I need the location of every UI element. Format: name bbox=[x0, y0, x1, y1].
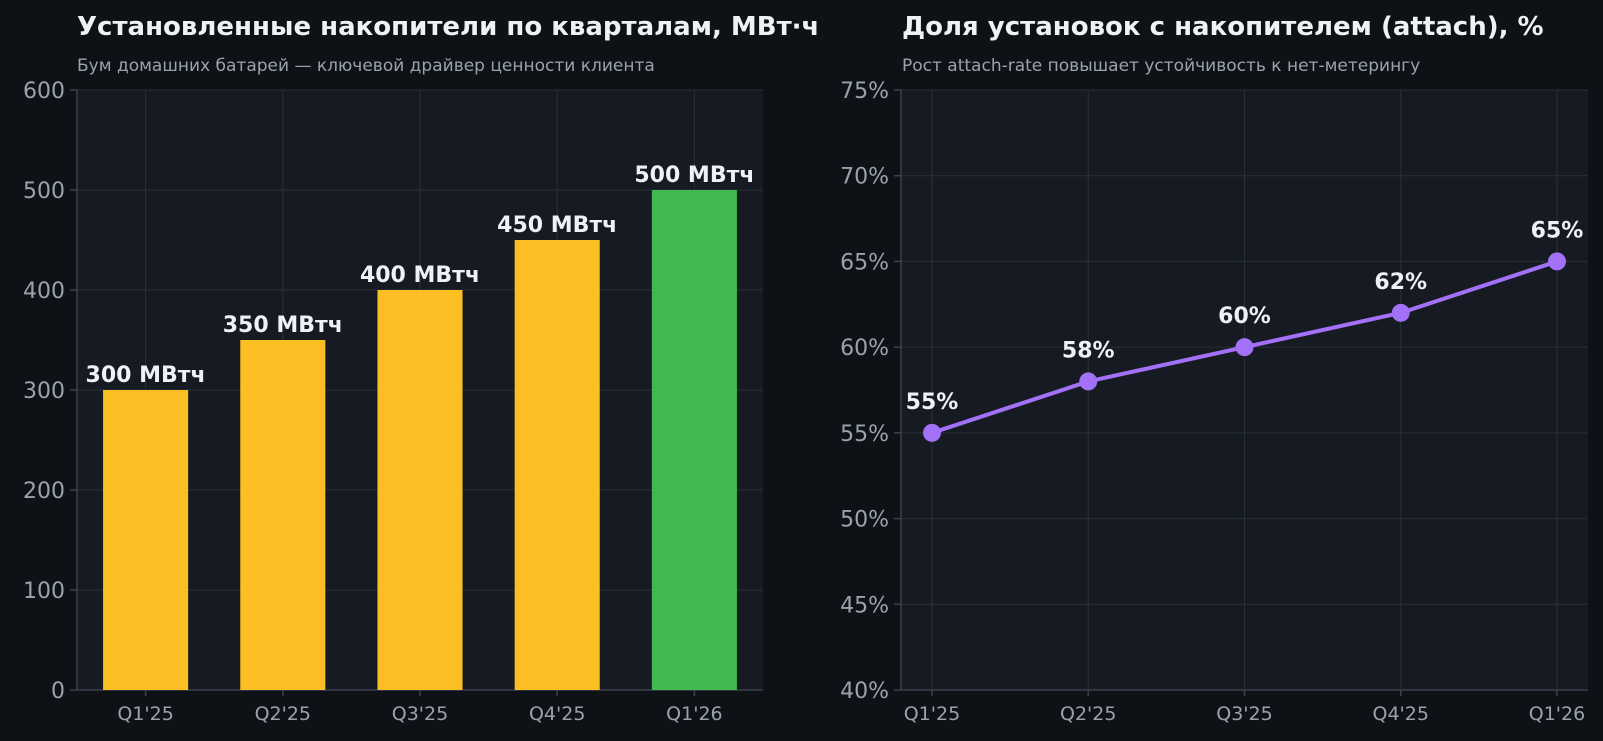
x-tick-label: Q3'25 bbox=[1216, 703, 1272, 725]
bar-q1-26 bbox=[651, 190, 737, 690]
line-point bbox=[1079, 372, 1098, 391]
x-tick-label: Q2'25 bbox=[255, 703, 311, 725]
bar-value-label: 350 МВтч bbox=[223, 313, 343, 338]
y-tick-label: 70% bbox=[840, 165, 889, 190]
y-tick-label: 50% bbox=[840, 508, 889, 533]
x-tick-label: Q4'25 bbox=[1373, 703, 1429, 725]
x-tick-label: Q1'25 bbox=[117, 703, 173, 725]
x-tick-label: Q4'25 bbox=[529, 703, 585, 725]
y-tick-label: 75% bbox=[840, 79, 889, 104]
bar-value-label: 400 МВтч bbox=[360, 263, 480, 288]
line-chart-title: Доля установок с накопителем (attach), % bbox=[902, 12, 1544, 42]
bar-chart-title: Установленные накопители по кварталам, М… bbox=[77, 12, 819, 42]
storage-bar-chart: Установленные накопители по кварталам, М… bbox=[23, 12, 819, 725]
y-tick-label: 55% bbox=[840, 422, 889, 447]
bar-q1-25 bbox=[103, 390, 189, 690]
y-tick-label: 300 bbox=[23, 379, 65, 404]
bar-value-label: 450 МВтч bbox=[497, 213, 617, 238]
y-tick-label: 60% bbox=[840, 336, 889, 361]
bar-q4-25 bbox=[514, 240, 600, 690]
y-tick-label: 40% bbox=[840, 679, 889, 704]
x-tick-label: Q1'25 bbox=[904, 703, 960, 725]
y-tick-label: 45% bbox=[840, 593, 889, 618]
bar-value-label: 500 МВтч bbox=[634, 163, 754, 188]
line-point bbox=[1235, 338, 1254, 357]
bar-chart-subtitle: Бум домашних батарей — ключевой драйвер … bbox=[77, 56, 655, 76]
y-tick-label: 500 bbox=[23, 179, 65, 204]
attach-line-chart: Доля установок с накопителем (attach), %… bbox=[840, 12, 1588, 725]
y-tick-label: 100 bbox=[23, 579, 65, 604]
y-tick-label: 400 bbox=[23, 279, 65, 304]
point-value-label: 55% bbox=[906, 390, 959, 415]
point-value-label: 62% bbox=[1374, 270, 1427, 295]
line-point bbox=[1391, 303, 1410, 322]
point-value-label: 60% bbox=[1218, 304, 1271, 329]
x-tick-label: Q1'26 bbox=[1529, 703, 1585, 725]
line-point bbox=[1548, 252, 1566, 271]
y-tick-label: 0 bbox=[51, 679, 65, 704]
y-tick-label: 600 bbox=[23, 79, 65, 104]
bar-q3-25 bbox=[377, 290, 463, 690]
y-tick-label: 200 bbox=[23, 479, 65, 504]
x-tick-label: Q2'25 bbox=[1060, 703, 1116, 725]
point-value-label: 58% bbox=[1062, 338, 1115, 363]
bar-q2-25 bbox=[240, 340, 326, 690]
x-tick-label: Q3'25 bbox=[392, 703, 448, 725]
line-point bbox=[923, 423, 941, 442]
line-chart-subtitle: Рост attach-rate повышает устойчивость к… bbox=[902, 56, 1420, 76]
point-value-label: 65% bbox=[1531, 218, 1584, 243]
bar-value-label: 300 МВтч bbox=[86, 363, 206, 388]
x-tick-label: Q1'26 bbox=[666, 703, 722, 725]
y-tick-label: 65% bbox=[840, 250, 889, 275]
